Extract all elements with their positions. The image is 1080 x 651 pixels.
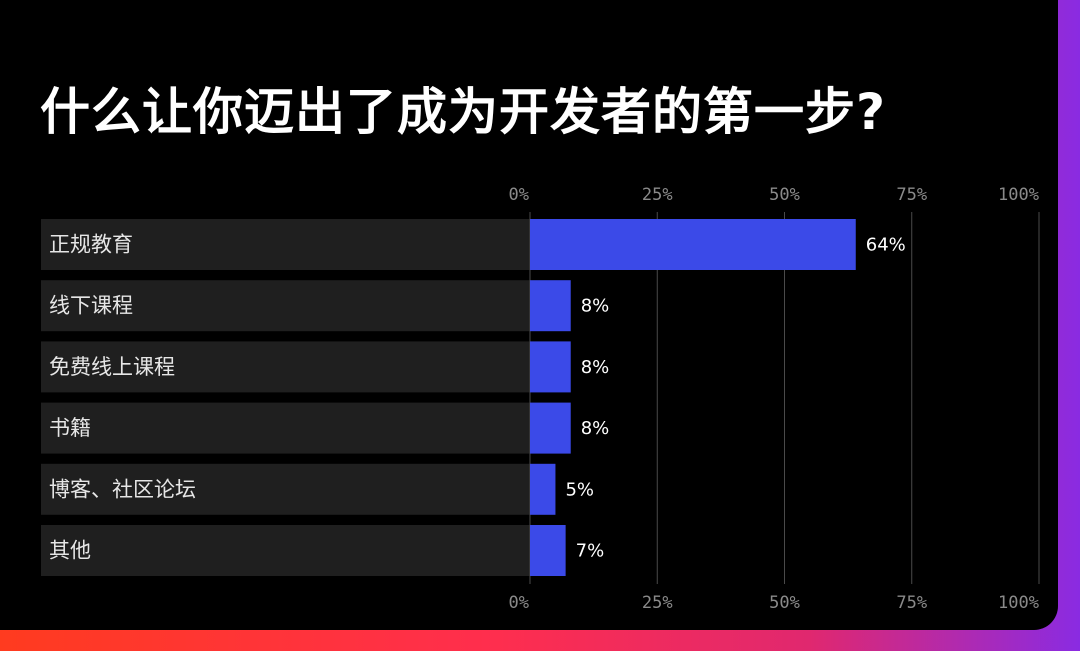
category-label: 线下课程 — [49, 294, 133, 318]
tick-label-bottom: 50% — [769, 593, 800, 613]
bar — [530, 280, 571, 332]
row-background — [41, 402, 530, 454]
tick-label-bottom: 75% — [896, 593, 927, 613]
value-label: 64% — [866, 235, 906, 256]
row-background — [41, 525, 530, 576]
bar — [530, 219, 856, 270]
value-label: 8% — [581, 357, 610, 378]
value-label: 5% — [565, 479, 594, 500]
tick-label-bottom: 25% — [642, 593, 673, 613]
tick-label-top: 100% — [998, 185, 1039, 205]
tick-label-bottom: 0% — [509, 593, 529, 613]
bar — [530, 463, 556, 515]
tick-label-top: 50% — [769, 185, 800, 205]
row-background — [41, 280, 530, 332]
tick-label-top: 25% — [642, 185, 673, 205]
row-background — [41, 341, 530, 393]
category-label: 博客、社区论坛 — [49, 477, 196, 501]
category-label: 正规教育 — [49, 233, 133, 257]
row-background — [41, 463, 530, 515]
value-label: 7% — [576, 541, 605, 562]
bar — [530, 402, 571, 454]
bar — [530, 341, 571, 393]
row-background — [41, 219, 530, 270]
category-label: 免费线上课程 — [49, 355, 175, 379]
tick-label-bottom: 100% — [998, 593, 1039, 613]
value-label: 8% — [581, 418, 610, 439]
category-label: 其他 — [49, 539, 91, 563]
bar — [530, 525, 566, 576]
tick-label-top: 75% — [896, 185, 927, 205]
chart-title: 什么让你迈出了成为开发者的第一步? — [40, 83, 887, 141]
category-label: 书籍 — [49, 416, 91, 440]
tick-label-top: 0% — [509, 185, 529, 205]
value-label: 8% — [581, 296, 610, 317]
